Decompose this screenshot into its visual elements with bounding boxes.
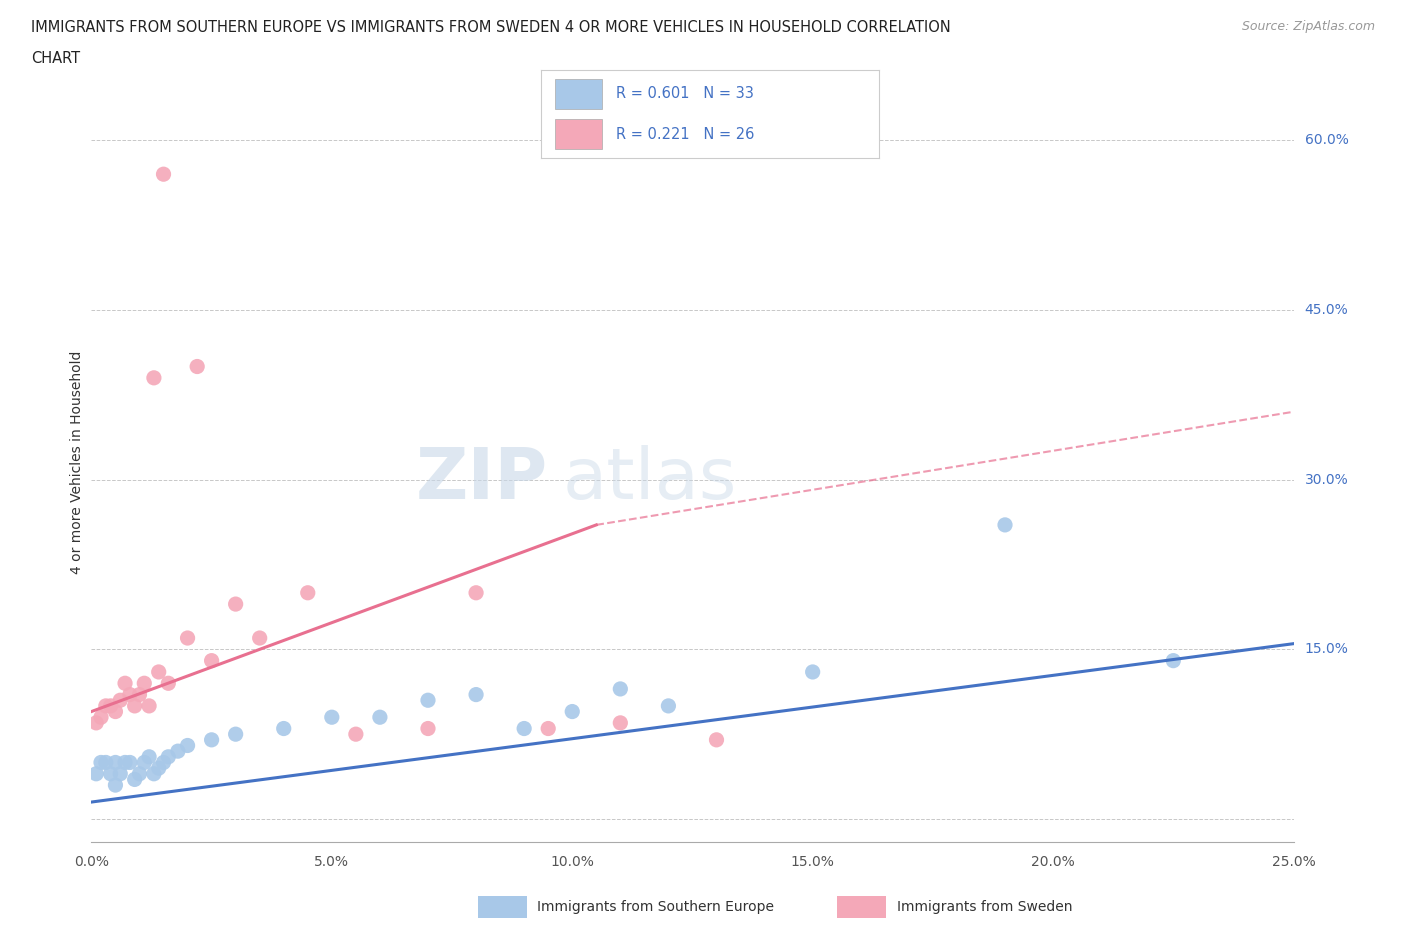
Point xyxy=(416,721,439,736)
Point xyxy=(225,597,247,612)
Text: IMMIGRANTS FROM SOUTHERN EUROPE VS IMMIGRANTS FROM SWEDEN 4 OR MORE VEHICLES IN : IMMIGRANTS FROM SOUTHERN EUROPE VS IMMIG… xyxy=(31,20,950,35)
Point xyxy=(138,698,160,713)
Point xyxy=(200,733,222,748)
Point xyxy=(142,766,165,781)
Point xyxy=(249,631,271,645)
Point xyxy=(657,698,679,713)
Point xyxy=(142,370,165,385)
Point xyxy=(104,755,127,770)
Text: R = 0.601   N = 33: R = 0.601 N = 33 xyxy=(616,86,754,101)
Point xyxy=(513,721,536,736)
Point xyxy=(128,766,150,781)
Y-axis label: 4 or more Vehicles in Household: 4 or more Vehicles in Household xyxy=(70,351,84,575)
Point xyxy=(118,687,141,702)
Text: R = 0.221   N = 26: R = 0.221 N = 26 xyxy=(616,126,754,141)
Bar xyxy=(555,119,602,150)
Text: CHART: CHART xyxy=(31,51,80,66)
Point xyxy=(134,755,156,770)
Point xyxy=(465,585,488,600)
Point xyxy=(186,359,208,374)
Text: Immigrants from Sweden: Immigrants from Sweden xyxy=(897,899,1073,914)
Point xyxy=(537,721,560,736)
Point xyxy=(124,698,146,713)
Point xyxy=(138,750,160,764)
Text: Immigrants from Southern Europe: Immigrants from Southern Europe xyxy=(537,899,775,914)
Point xyxy=(90,710,112,724)
Point xyxy=(114,676,136,691)
Point xyxy=(84,766,107,781)
Point xyxy=(134,676,156,691)
Point xyxy=(225,726,247,741)
Point xyxy=(104,777,127,792)
Point xyxy=(609,682,631,697)
Point xyxy=(100,766,122,781)
Point xyxy=(200,653,222,668)
Point xyxy=(176,631,198,645)
Point xyxy=(994,517,1017,532)
Point xyxy=(561,704,583,719)
Bar xyxy=(555,79,602,109)
Point xyxy=(157,676,180,691)
Text: Source: ZipAtlas.com: Source: ZipAtlas.com xyxy=(1241,20,1375,33)
Point xyxy=(152,166,174,181)
Point xyxy=(148,665,170,680)
Point xyxy=(801,665,824,680)
Point xyxy=(148,761,170,776)
Point xyxy=(176,738,198,753)
Text: atlas: atlas xyxy=(562,445,737,514)
Text: 45.0%: 45.0% xyxy=(1305,303,1348,317)
Point xyxy=(84,715,107,730)
Text: 30.0%: 30.0% xyxy=(1305,472,1348,486)
Point xyxy=(273,721,295,736)
Point xyxy=(706,733,728,748)
Point xyxy=(110,766,132,781)
Point xyxy=(90,755,112,770)
Point xyxy=(124,772,146,787)
Point xyxy=(152,755,174,770)
Point xyxy=(110,693,132,708)
Point xyxy=(344,726,367,741)
Point xyxy=(100,698,122,713)
Point xyxy=(157,750,180,764)
Point xyxy=(114,755,136,770)
Point xyxy=(94,698,117,713)
Point xyxy=(465,687,488,702)
Point xyxy=(416,693,439,708)
Point xyxy=(368,710,391,724)
Point xyxy=(321,710,343,724)
Point xyxy=(297,585,319,600)
Point xyxy=(94,755,117,770)
Point xyxy=(104,704,127,719)
Point xyxy=(609,715,631,730)
Point xyxy=(167,744,190,759)
Point xyxy=(1161,653,1184,668)
Text: 60.0%: 60.0% xyxy=(1305,133,1348,147)
Point xyxy=(128,687,150,702)
Text: 15.0%: 15.0% xyxy=(1305,643,1348,657)
Text: ZIP: ZIP xyxy=(416,445,548,514)
Point xyxy=(118,755,141,770)
